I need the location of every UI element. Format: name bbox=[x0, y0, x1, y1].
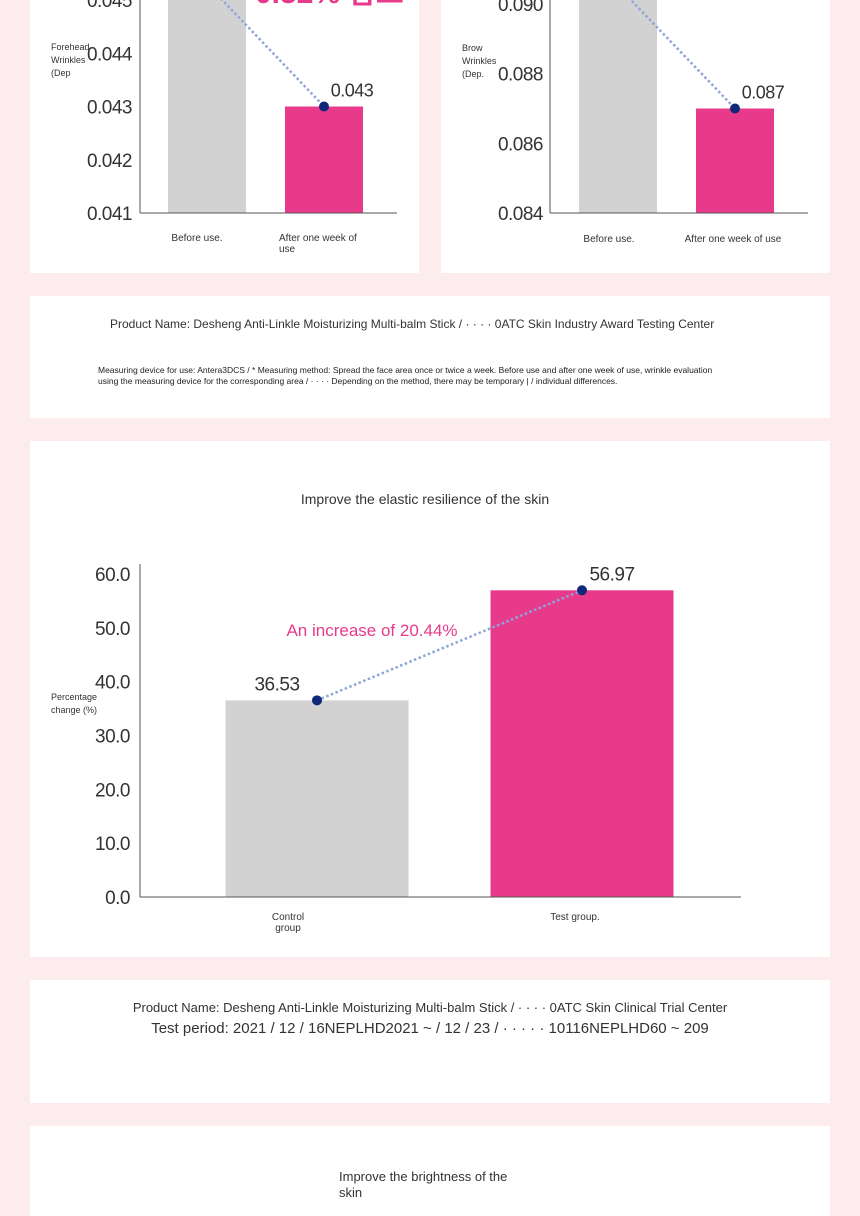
elasticity-x-tick-label: group bbox=[275, 923, 301, 934]
brow-chart-card: 0.084 0.086 0.088 0.090 0.087 Before use. Afte… bbox=[441, 0, 830, 273]
forehead-x-tick-label: Before use. bbox=[171, 233, 222, 244]
product-info-text: Product Name: Desheng Anti-Linkle Moistu… bbox=[110, 317, 715, 331]
forehead-y-tick: 0.045 bbox=[87, 0, 132, 12]
forehead-trend-line bbox=[220, 0, 325, 108]
elasticity-x-tick-label: Test group. bbox=[550, 912, 599, 923]
brow-y-tick: 0.090 bbox=[498, 0, 543, 16]
product-info-text-2: Product Name: Desheng Anti-Linkle Moistu… bbox=[132, 1000, 728, 1015]
brow-y-axis-label: Brow Wrinkles (Dep. bbox=[462, 43, 497, 79]
forehead-x-tick-label: After one week of bbox=[279, 233, 357, 244]
brow-y-tick: 0.086 bbox=[498, 134, 543, 155]
elasticity-point bbox=[577, 585, 587, 596]
elasticity-chart-title: Improve the elastic resilience of the sk… bbox=[300, 491, 550, 507]
brow-bar bbox=[579, 0, 657, 214]
brightness-title-line-1: Improve the brightness of the bbox=[339, 1169, 508, 1184]
forehead-bar bbox=[168, 0, 246, 214]
forehead-y-tick: 0.041 bbox=[87, 204, 132, 225]
elasticity-y-tick: 60.0 bbox=[95, 565, 130, 586]
brow-y-tick: 0.084 bbox=[498, 204, 544, 225]
elasticity-value-label: 56.97 bbox=[589, 564, 634, 585]
elasticity-bar bbox=[225, 700, 409, 897]
forehead-point bbox=[319, 101, 329, 112]
brow-point bbox=[730, 103, 740, 114]
brow-trend-line bbox=[629, 0, 736, 110]
elasticity-y-tick: 10.0 bbox=[95, 834, 130, 855]
forehead-value-label: 0.043 bbox=[331, 81, 374, 101]
brow-value-label: 0.087 bbox=[742, 83, 785, 103]
elasticity-value-label: 36.53 bbox=[254, 674, 299, 695]
elasticity-point bbox=[312, 695, 322, 706]
forehead-y-tick: 0.043 bbox=[87, 98, 132, 119]
brow-x-tick-label: After one week of use bbox=[685, 234, 782, 245]
elasticity-x-tick-label: Control bbox=[272, 912, 304, 923]
test-info-card-2: Product Name: Desheng Anti-Linkle Moistu… bbox=[30, 980, 830, 1103]
brow-x-tick-label: Before use. bbox=[583, 234, 634, 245]
measuring-note-line-2: using the measuring device for the corre… bbox=[98, 376, 618, 386]
elasticity-bar bbox=[490, 590, 674, 897]
elasticity-y-tick: 0.0 bbox=[105, 888, 130, 909]
elasticity-chart: 0.0 10.0 20.0 30.0 40.0 50.0 60.0 36.53 56.97 Con… bbox=[95, 564, 741, 934]
forehead-y-axis-label: Forehead Wrinkles (Dep bbox=[51, 42, 90, 78]
elasticity-annotation: An increase of 20.44% bbox=[286, 621, 457, 640]
elasticity-y-axis-label: Percentage change (%) bbox=[51, 692, 98, 715]
forehead-y-tick: 0.044 bbox=[87, 44, 133, 65]
elasticity-y-tick: 30.0 bbox=[95, 727, 130, 748]
elasticity-chart-card: Improve the elastic resilience of the sk… bbox=[30, 441, 830, 957]
test-info-card-1: Product Name: Desheng Anti-Linkle Moistu… bbox=[30, 296, 830, 418]
brightness-title-line-2: skin bbox=[339, 1185, 363, 1200]
forehead-bar bbox=[285, 106, 363, 213]
measuring-note-line-1: Measuring device for use: Antera3DCS / *… bbox=[98, 365, 713, 375]
brightness-section-card: Improve the brightness of the skin bbox=[30, 1126, 830, 1216]
elasticity-y-tick: 20.0 bbox=[95, 780, 130, 801]
test-period-text: Test period: 2021 / 12 / 16NEPLHD2021 ~ … bbox=[151, 1020, 709, 1037]
forehead-y-tick: 0.042 bbox=[87, 151, 132, 172]
forehead-chart-card: 0.041 0.042 0.043 0.044 0.045 0.043 Before use… bbox=[30, 0, 419, 273]
forehead-x-tick-label: use bbox=[279, 244, 296, 255]
brow-y-tick: 0.088 bbox=[498, 65, 543, 86]
forehead-wrinkles-chart: 0.041 0.042 0.043 0.044 0.045 0.043 Before use… bbox=[87, 0, 404, 255]
brow-wrinkles-chart: 0.084 0.086 0.088 0.090 0.087 Before use. Afte… bbox=[498, 0, 808, 245]
elasticity-y-tick: 50.0 bbox=[95, 619, 130, 640]
elasticity-y-tick: 40.0 bbox=[95, 673, 130, 694]
forehead-annotation: 0.52% 감소 bbox=[255, 0, 404, 10]
brow-bar bbox=[696, 108, 774, 213]
